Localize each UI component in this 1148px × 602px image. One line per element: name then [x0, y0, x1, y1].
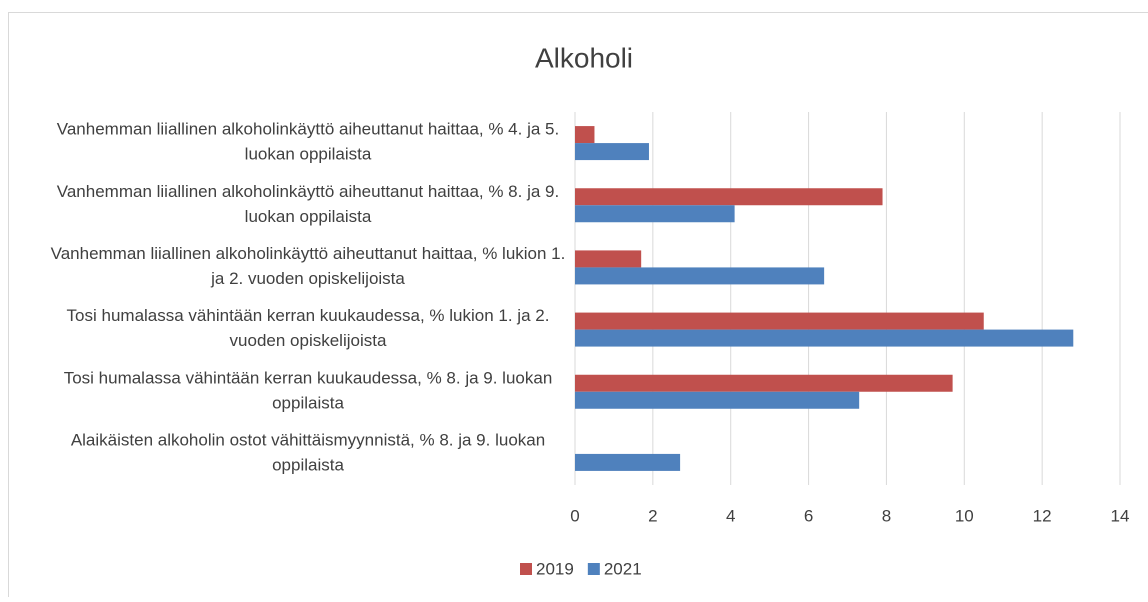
bar	[575, 267, 824, 284]
legend-label: 2021	[604, 559, 642, 578]
bar	[575, 375, 953, 392]
x-tick-label: 2	[648, 506, 657, 525]
chart-title: Alkoholi	[535, 42, 633, 73]
bar	[575, 250, 641, 267]
x-tick-label: 14	[1111, 506, 1130, 525]
bar	[575, 330, 1073, 347]
bar	[575, 392, 859, 409]
legend-swatch	[588, 563, 600, 575]
x-tick-label: 10	[955, 506, 974, 525]
x-tick-label: 8	[882, 506, 891, 525]
x-tick-label: 4	[726, 506, 735, 525]
x-tick-label: 12	[1033, 506, 1052, 525]
x-tick-label: 0	[570, 506, 579, 525]
legend-swatch	[520, 563, 532, 575]
bar	[575, 313, 984, 330]
bar	[575, 143, 649, 160]
x-tick-label: 6	[804, 506, 813, 525]
bar	[575, 188, 883, 205]
bar	[575, 454, 680, 471]
bar	[575, 205, 735, 222]
legend-label: 2019	[536, 559, 574, 578]
bar	[575, 126, 594, 143]
